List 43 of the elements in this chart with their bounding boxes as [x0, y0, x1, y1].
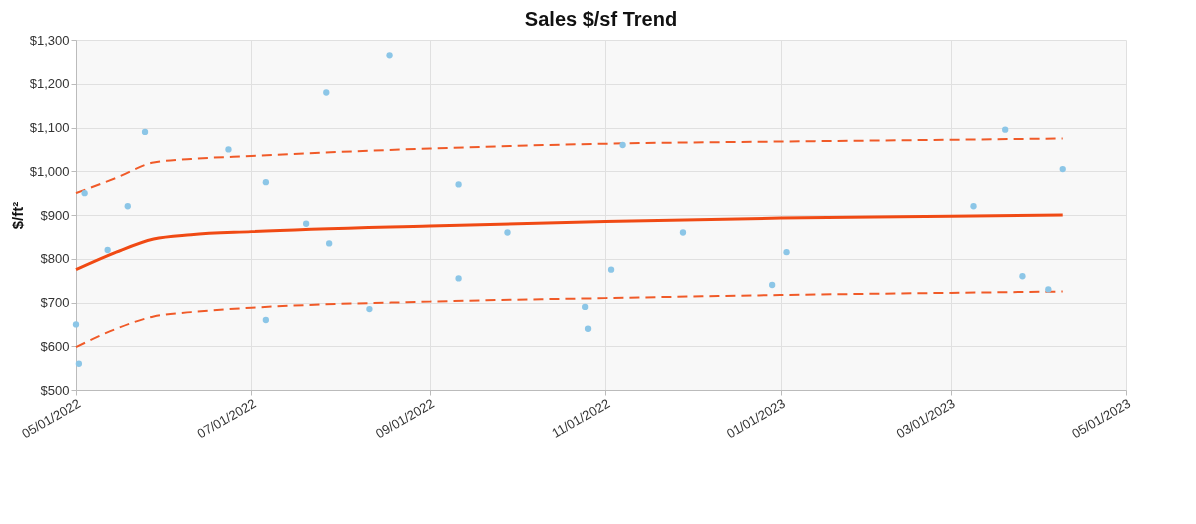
- point: [455, 275, 462, 282]
- point: [302, 220, 310, 227]
- y-tick-label: $1,100: [29, 120, 70, 135]
- y-tick-label: $800: [40, 251, 70, 267]
- y-axis-title: $/ft²: [8, 201, 26, 230]
- point: [262, 179, 270, 186]
- y-tick-label: $900: [40, 207, 70, 223]
- point: [386, 52, 393, 59]
- point: [607, 266, 615, 273]
- y-tick-label: $1,200: [29, 76, 70, 92]
- point: [323, 89, 330, 96]
- y-tick-label: $600: [40, 338, 70, 354]
- point: [783, 249, 790, 256]
- chart-title: Sales $/sf Trend: [524, 8, 678, 30]
- point: [141, 128, 149, 136]
- point: [81, 189, 88, 197]
- line-series: [74, 213, 1065, 272]
- point: [455, 181, 462, 188]
- point: [124, 203, 131, 210]
- point: [1019, 273, 1026, 280]
- point: [679, 229, 687, 236]
- point: [225, 146, 232, 153]
- point: [582, 303, 589, 311]
- y-tick-label: $700: [40, 295, 70, 310]
- point: [619, 141, 626, 149]
- point: [366, 305, 373, 313]
- y-tick-label: $1,000: [29, 163, 70, 179]
- point: [104, 246, 111, 254]
- point: [75, 360, 83, 367]
- point: [72, 321, 80, 328]
- point: [1059, 165, 1066, 173]
- line-series: [75, 137, 1064, 195]
- point: [584, 325, 592, 332]
- point: [970, 203, 977, 210]
- point: [1002, 126, 1009, 133]
- line-series: [75, 290, 1064, 349]
- y-tick-label: $500: [40, 382, 70, 398]
- y-tick-label: $1,300: [29, 32, 70, 48]
- point: [1045, 286, 1052, 293]
- point: [325, 240, 333, 247]
- point: [262, 316, 270, 324]
- point: [769, 281, 776, 289]
- point: [504, 229, 511, 236]
